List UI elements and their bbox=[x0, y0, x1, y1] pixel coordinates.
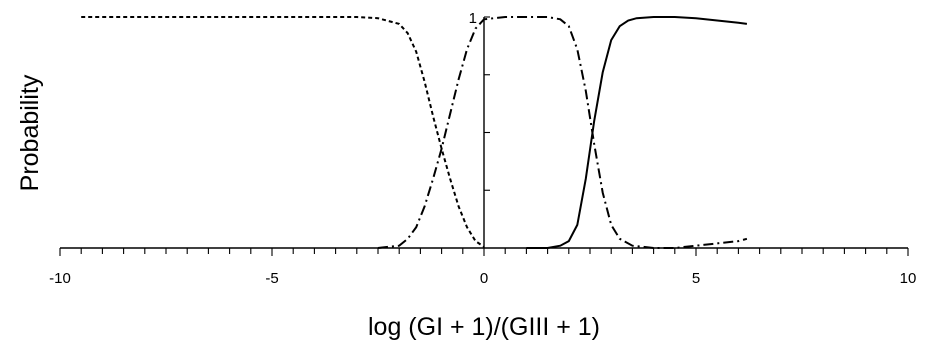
x-tick-label: 10 bbox=[900, 270, 917, 287]
y-tick-label: 1 bbox=[469, 10, 477, 27]
series-curves bbox=[81, 16, 748, 249]
series-dash-dot-line bbox=[377, 16, 748, 249]
x-axis-tick-labels: -10 -5 0 5 10 bbox=[49, 270, 916, 287]
series-dashed-line bbox=[81, 16, 485, 248]
x-tick-label: -5 bbox=[265, 270, 278, 287]
x-tick-label: 0 bbox=[480, 270, 488, 287]
y-axis-ticks bbox=[484, 16, 490, 191]
x-tick-label: 5 bbox=[692, 270, 700, 287]
x-axis-title: log (GI + 1)/(GIII + 1) bbox=[368, 313, 600, 341]
x-tick-label: -10 bbox=[49, 270, 71, 287]
y-axis-tick-labels: 1 bbox=[469, 10, 477, 27]
y-axis-title: Probability bbox=[16, 74, 44, 191]
series-solid-line bbox=[526, 16, 748, 249]
x-axis-ticks bbox=[59, 248, 909, 256]
